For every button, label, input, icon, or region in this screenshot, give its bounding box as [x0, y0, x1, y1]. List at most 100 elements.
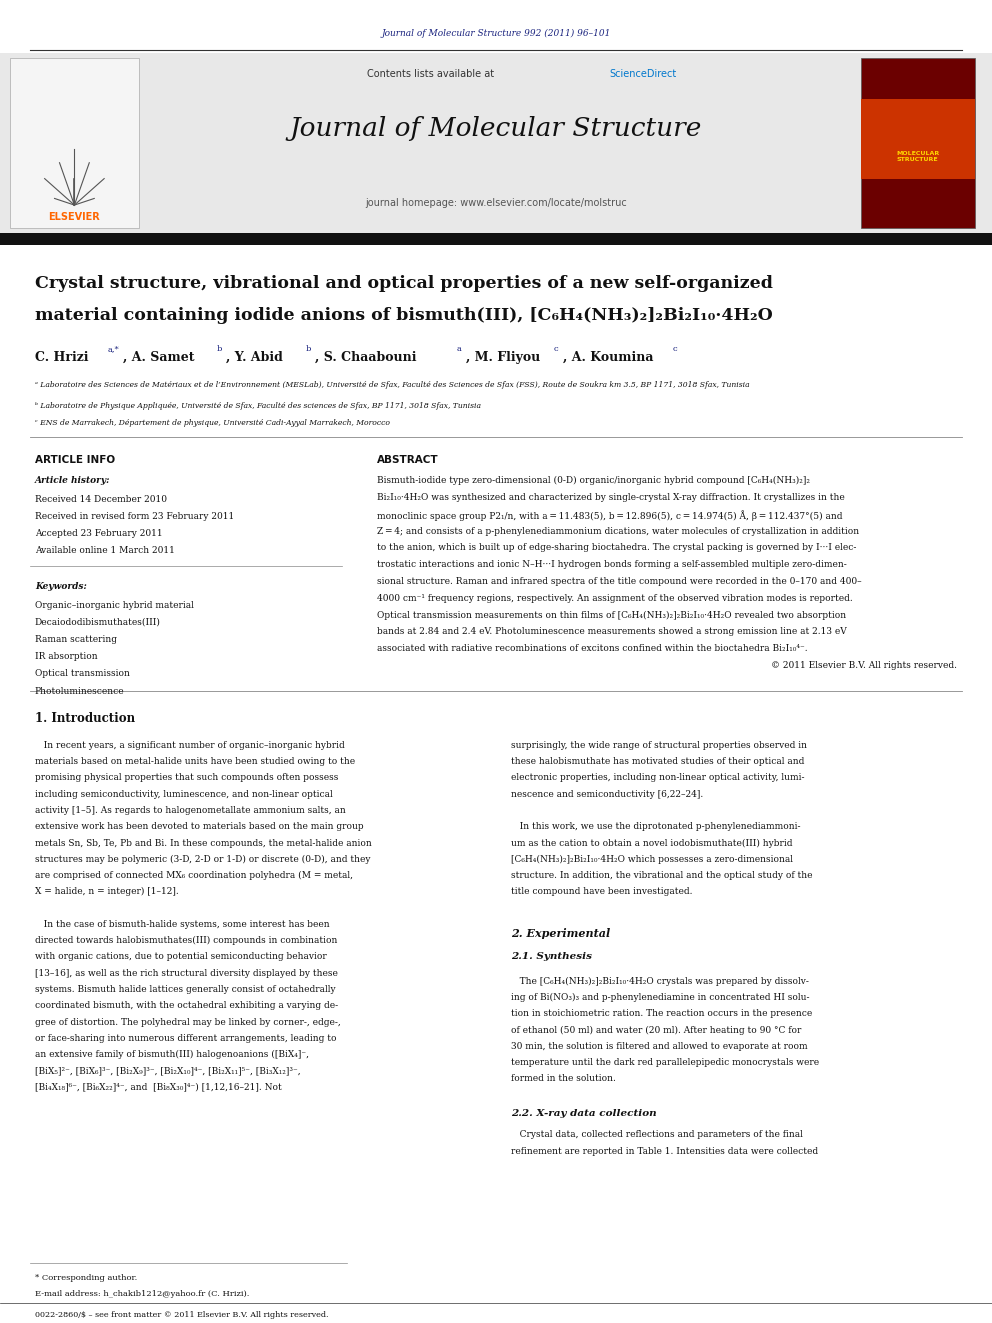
Text: Raman scattering: Raman scattering — [35, 635, 117, 644]
Text: materials based on metal-halide units have been studied owing to the: materials based on metal-halide units ha… — [35, 757, 355, 766]
Text: In the case of bismuth-halide systems, some interest has been: In the case of bismuth-halide systems, s… — [35, 919, 329, 929]
FancyBboxPatch shape — [10, 58, 139, 228]
Text: to the anion, which is built up of edge-sharing bioctahedra. The crystal packing: to the anion, which is built up of edge-… — [377, 544, 856, 553]
Text: ABSTRACT: ABSTRACT — [377, 455, 438, 466]
FancyBboxPatch shape — [0, 53, 992, 235]
Text: Received in revised form 23 February 2011: Received in revised form 23 February 201… — [35, 512, 234, 521]
Text: Optical transmission: Optical transmission — [35, 669, 130, 679]
Text: 4000 cm⁻¹ frequency regions, respectively. An assignment of the observed vibrati: 4000 cm⁻¹ frequency regions, respectivel… — [377, 594, 853, 603]
Text: In this work, we use the diprotonated p-phenylenediammoni-: In this work, we use the diprotonated p-… — [511, 823, 801, 831]
Text: sional structure. Raman and infrared spectra of the title compound were recorded: sional structure. Raman and infrared spe… — [377, 577, 862, 586]
Text: IR absorption: IR absorption — [35, 652, 97, 662]
Text: , A. Koumina: , A. Koumina — [563, 351, 654, 364]
Text: X = halide, n = integer) [1–12].: X = halide, n = integer) [1–12]. — [35, 888, 179, 897]
Text: um as the cation to obtain a novel iodobismuthate(III) hybrid: um as the cation to obtain a novel iodob… — [511, 839, 793, 848]
Text: monoclinic space group P2₁/n, with a = 11.483(5), b = 12.896(5), c = 14.974(5) Å: monoclinic space group P2₁/n, with a = 1… — [377, 509, 842, 521]
Text: E-mail address: h_chakib1212@yahoo.fr (C. Hrizi).: E-mail address: h_chakib1212@yahoo.fr (C… — [35, 1290, 249, 1298]
Text: structure. In addition, the vibrational and the optical study of the: structure. In addition, the vibrational … — [511, 871, 812, 880]
Text: title compound have been investigated.: title compound have been investigated. — [511, 888, 692, 897]
Text: 2.1. Synthesis: 2.1. Synthesis — [511, 953, 592, 962]
Text: [Bi₄X₁₈]⁶⁻, [Bi₆X₂₂]⁴⁻, and  [Bi₈X₃₀]⁴⁻) [1,12,16–21]. Not: [Bi₄X₁₈]⁶⁻, [Bi₆X₂₂]⁴⁻, and [Bi₈X₃₀]⁴⁻) … — [35, 1082, 282, 1091]
Text: metals Sn, Sb, Te, Pb and Bi. In these compounds, the metal-halide anion: metals Sn, Sb, Te, Pb and Bi. In these c… — [35, 839, 371, 848]
Text: extensive work has been devoted to materials based on the main group: extensive work has been devoted to mater… — [35, 823, 363, 831]
Text: including semiconductivity, luminescence, and non-linear optical: including semiconductivity, luminescence… — [35, 790, 332, 799]
Text: temperature until the dark red parallelepipedic monocrystals were: temperature until the dark red parallele… — [511, 1058, 819, 1068]
Text: Crystal data, collected reflections and parameters of the final: Crystal data, collected reflections and … — [511, 1130, 803, 1139]
Text: [C₆H₄(NH₃)₂]₂Bi₂I₁₀·4H₂O which possesses a zero-dimensional: [C₆H₄(NH₃)₂]₂Bi₂I₁₀·4H₂O which possesses… — [511, 855, 793, 864]
Text: Available online 1 March 2011: Available online 1 March 2011 — [35, 546, 175, 556]
Text: b: b — [216, 345, 221, 353]
Text: associated with radiative recombinations of excitons confined within the bioctah: associated with radiative recombinations… — [377, 644, 807, 654]
Text: , A. Samet: , A. Samet — [123, 351, 194, 364]
Text: these halobismuthate has motivated studies of their optical and: these halobismuthate has motivated studi… — [511, 757, 805, 766]
Text: Z = 4; and consists of a p-phenylenediammonium dications, water molecules of cry: Z = 4; and consists of a p-phenylenediam… — [377, 527, 859, 536]
Text: structures may be polymeric (3-D, 2-D or 1-D) or discrete (0-D), and they: structures may be polymeric (3-D, 2-D or… — [35, 855, 370, 864]
Text: refinement are reported in Table 1. Intensities data were collected: refinement are reported in Table 1. Inte… — [511, 1147, 818, 1156]
Text: Optical transmission measurements on thin films of [C₆H₄(NH₃)₂]₂Bi₂I₁₀·4H₂O reve: Optical transmission measurements on thi… — [377, 611, 846, 619]
FancyBboxPatch shape — [861, 99, 975, 179]
Text: , Y. Abid: , Y. Abid — [226, 351, 283, 364]
Text: Accepted 23 February 2011: Accepted 23 February 2011 — [35, 529, 163, 538]
Text: Crystal structure, vibrational and optical properties of a new self-organized: Crystal structure, vibrational and optic… — [35, 275, 773, 292]
Text: Photoluminescence: Photoluminescence — [35, 687, 124, 696]
Text: tion in stoichiometric ration. The reaction occurs in the presence: tion in stoichiometric ration. The react… — [511, 1009, 812, 1019]
Text: 30 min, the solution is filtered and allowed to evaporate at room: 30 min, the solution is filtered and all… — [511, 1043, 807, 1050]
Text: The [C₆H₄(NH₃)₂]₂Bi₂I₁₀·4H₂O crystals was prepared by dissolv-: The [C₆H₄(NH₃)₂]₂Bi₂I₁₀·4H₂O crystals wa… — [511, 976, 808, 986]
Text: Bi₂I₁₀·4H₂O was synthesized and characterized by single-crystal X-ray diffractio: Bi₂I₁₀·4H₂O was synthesized and characte… — [377, 493, 845, 503]
Text: Bismuth-iodide type zero-dimensional (0-D) organic/inorganic hybrid compound [C₆: Bismuth-iodide type zero-dimensional (0-… — [377, 476, 809, 486]
Text: ing of Bi(NO₃)₃ and p-phenylenediamine in concentrated HI solu-: ing of Bi(NO₃)₃ and p-phenylenediamine i… — [511, 994, 809, 1003]
FancyBboxPatch shape — [861, 58, 975, 228]
Text: b: b — [306, 345, 310, 353]
Text: ELSEVIER: ELSEVIER — [49, 212, 100, 222]
Text: c: c — [673, 345, 678, 353]
Text: trostatic interactions and ionic N–H···I hydrogen bonds forming a self-assembled: trostatic interactions and ionic N–H···I… — [377, 561, 847, 569]
Text: Journal of Molecular Structure 992 (2011) 96–101: Journal of Molecular Structure 992 (2011… — [381, 29, 611, 38]
Text: 1. Introduction: 1. Introduction — [35, 712, 135, 725]
Text: with organic cations, due to potential semiconducting behavior: with organic cations, due to potential s… — [35, 953, 326, 962]
Text: systems. Bismuth halide lattices generally consist of octahedrally: systems. Bismuth halide lattices general… — [35, 984, 335, 994]
Text: material containing iodide anions of bismuth(III), [C₆H₄(NH₃)₂]₂Bi₂I₁₀·4H₂O: material containing iodide anions of bis… — [35, 307, 773, 324]
Text: 2. Experimental: 2. Experimental — [511, 927, 610, 939]
Text: C. Hrizi: C. Hrizi — [35, 351, 88, 364]
Text: 0022-2860/$ – see front matter © 2011 Elsevier B.V. All rights reserved.: 0022-2860/$ – see front matter © 2011 El… — [35, 1311, 328, 1319]
FancyBboxPatch shape — [0, 233, 992, 245]
Text: © 2011 Elsevier B.V. All rights reserved.: © 2011 Elsevier B.V. All rights reserved… — [772, 662, 957, 671]
Text: Contents lists available at: Contents lists available at — [367, 69, 497, 79]
Text: Journal of Molecular Structure: Journal of Molecular Structure — [290, 116, 702, 142]
Text: ᶜ ENS de Marrakech, Département de physique, Université Cadi-Ayyal Marrakech, Mo: ᶜ ENS de Marrakech, Département de physi… — [35, 419, 390, 427]
Text: c: c — [554, 345, 558, 353]
Text: bands at 2.84 and 2.4 eV. Photoluminescence measurements showed a strong emissio: bands at 2.84 and 2.4 eV. Photoluminesce… — [377, 627, 847, 636]
Text: journal homepage: www.elsevier.com/locate/molstruc: journal homepage: www.elsevier.com/locat… — [365, 198, 627, 209]
Text: [BiX₅]²⁻, [BiX₆]³⁻, [Bi₂X₉]³⁻, [Bi₂X₁₀]⁴⁻, [Bi₂X₁₁]⁵⁻, [Bi₃X₁₂]³⁻,: [BiX₅]²⁻, [BiX₆]³⁻, [Bi₂X₉]³⁻, [Bi₂X₁₀]⁴… — [35, 1066, 301, 1076]
Text: Received 14 December 2010: Received 14 December 2010 — [35, 495, 167, 504]
Text: [13–16], as well as the rich structural diversity displayed by these: [13–16], as well as the rich structural … — [35, 968, 337, 978]
Text: electronic properties, including non-linear optical activity, lumi-: electronic properties, including non-lin… — [511, 774, 805, 782]
Text: In recent years, a significant number of organic–inorganic hybrid: In recent years, a significant number of… — [35, 741, 344, 750]
Text: formed in the solution.: formed in the solution. — [511, 1074, 616, 1084]
Text: MOLECULAR
STRUCTURE: MOLECULAR STRUCTURE — [896, 151, 939, 161]
Text: directed towards halobismuthates(III) compounds in combination: directed towards halobismuthates(III) co… — [35, 937, 337, 945]
Text: Organic–inorganic hybrid material: Organic–inorganic hybrid material — [35, 601, 193, 610]
Text: of ethanol (50 ml) and water (20 ml). After heating to 90 °C for: of ethanol (50 ml) and water (20 ml). Af… — [511, 1025, 802, 1035]
Text: , S. Chaabouni: , S. Chaabouni — [315, 351, 417, 364]
Text: a: a — [456, 345, 461, 353]
Text: promising physical properties that such compounds often possess: promising physical properties that such … — [35, 774, 338, 782]
Text: activity [1–5]. As regards to halogenometallate ammonium salts, an: activity [1–5]. As regards to halogenome… — [35, 806, 345, 815]
Text: gree of distortion. The polyhedral may be linked by corner-, edge-,: gree of distortion. The polyhedral may b… — [35, 1017, 340, 1027]
Text: ScienceDirect: ScienceDirect — [609, 69, 677, 79]
Text: a,*: a,* — [107, 345, 119, 353]
Text: nescence and semiconductivity [6,22–24].: nescence and semiconductivity [6,22–24]. — [511, 790, 703, 799]
Text: Article history:: Article history: — [35, 476, 110, 486]
Text: Decaiododibismuthates(III): Decaiododibismuthates(III) — [35, 618, 161, 627]
Text: Keywords:: Keywords: — [35, 582, 86, 591]
Text: * Corresponding author.: * Corresponding author. — [35, 1274, 137, 1282]
Text: surprisingly, the wide range of structural properties observed in: surprisingly, the wide range of structur… — [511, 741, 806, 750]
Text: ᵇ Laboratoire de Physique Appliquée, Université de Sfax, Faculté des sciences de: ᵇ Laboratoire de Physique Appliquée, Uni… — [35, 402, 481, 410]
Text: ᵃ Laboratoire des Sciences de Matériaux et de l’Environnement (MESLab), Universi: ᵃ Laboratoire des Sciences de Matériaux … — [35, 381, 749, 389]
Text: or face-sharing into numerous different arrangements, leading to: or face-sharing into numerous different … — [35, 1033, 336, 1043]
Text: coordinated bismuth, with the octahedral exhibiting a varying de-: coordinated bismuth, with the octahedral… — [35, 1002, 338, 1011]
Text: an extensive family of bismuth(III) halogenoanions ([BiX₄]⁻,: an extensive family of bismuth(III) halo… — [35, 1050, 309, 1060]
Text: 2.2. X-ray data collection: 2.2. X-ray data collection — [511, 1109, 657, 1118]
Text: are comprised of connected MX₆ coordination polyhedra (M = metal,: are comprised of connected MX₆ coordinat… — [35, 871, 353, 880]
Text: ARTICLE INFO: ARTICLE INFO — [35, 455, 115, 466]
